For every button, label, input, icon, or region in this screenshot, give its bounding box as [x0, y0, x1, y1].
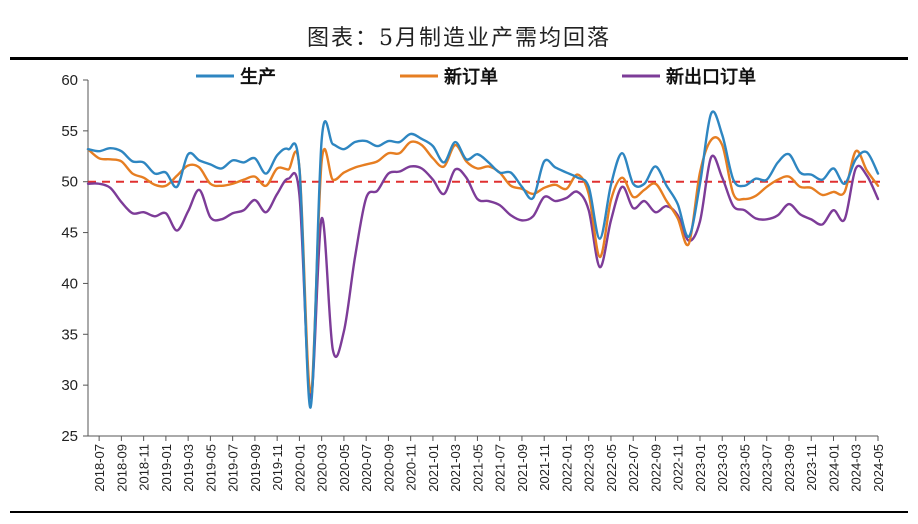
bottom-rule	[10, 511, 908, 513]
x-tick-label: 2022-03	[582, 444, 597, 492]
x-tick-label: 2023-11	[804, 444, 819, 491]
x-tick-label: 2021-05	[470, 444, 485, 492]
legend-label-2: 新出口订单	[666, 66, 756, 88]
y-tick-label: 25	[61, 428, 78, 445]
x-tick-label: 2023-05	[737, 444, 752, 492]
y-tick-label: 35	[61, 326, 78, 343]
x-tick-label: 2021-11	[537, 444, 552, 491]
y-tick-label: 60	[61, 72, 78, 89]
x-tick-label: 2020-11	[404, 444, 419, 491]
x-tick-label: 2021-03	[448, 444, 463, 492]
series-line-0	[86, 110, 880, 409]
x-tick-label: 2024-01	[826, 444, 841, 492]
x-tick-label: 2019-11	[270, 444, 285, 491]
x-tick-label: 2019-03	[181, 444, 196, 492]
x-tick-label: 2022-05	[604, 444, 619, 492]
x-tick-label: 2018-09	[114, 444, 129, 492]
series-line-1	[86, 136, 880, 394]
x-tick-label: 2023-01	[693, 444, 708, 492]
x-tick-label: 2019-01	[159, 444, 174, 492]
x-tick-label: 2021-07	[493, 444, 508, 492]
x-tick-label: 2024-03	[849, 444, 864, 492]
y-tick-label: 40	[61, 275, 78, 292]
x-tick-label: 2023-07	[760, 444, 775, 492]
top-rule	[10, 57, 908, 60]
x-tick-label: 2020-03	[315, 444, 330, 492]
x-tick-label: 2022-11	[671, 444, 686, 491]
x-tick-label: 2022-09	[648, 444, 663, 492]
y-tick-label: 50	[61, 174, 78, 191]
x-tick-label: 2019-09	[248, 444, 263, 492]
x-tick-label: 2018-07	[92, 444, 107, 492]
legend-label-1: 新订单	[444, 66, 498, 88]
y-tick-label: 30	[61, 377, 78, 394]
x-tick-label: 2021-09	[515, 444, 530, 492]
legend: 生产 新订单 新出口订单	[196, 66, 756, 88]
x-tick-label: 2018-11	[137, 444, 152, 491]
x-tick-label: 2019-05	[203, 444, 218, 492]
y-tick-label: 55	[61, 123, 78, 140]
chart-title: 图表：5月制造业产需均回落	[307, 26, 611, 51]
x-tick-label: 2020-05	[337, 444, 352, 492]
legend-label-0: 生产	[240, 66, 276, 88]
x-tick-label: 2022-01	[559, 444, 574, 492]
x-tick-label: 2023-09	[782, 444, 797, 492]
series-lines	[86, 110, 880, 409]
x-tick-label: 2020-01	[292, 444, 307, 492]
x-tick-label: 2019-07	[226, 444, 241, 492]
axes: 25 30 35 40 45 50 55 60 2018-07 2018-09 2018-11 201…	[61, 72, 886, 492]
x-tick-label: 2024-05	[871, 444, 886, 492]
x-tick-label: 2020-07	[359, 444, 374, 492]
x-tick-label: 2020-09	[381, 444, 396, 492]
series-line-2	[86, 154, 880, 400]
x-tick-label: 2022-07	[626, 444, 641, 492]
x-tick-label: 2021-01	[426, 444, 441, 492]
x-tick-label: 2023-03	[715, 444, 730, 492]
y-tick-label: 45	[61, 225, 78, 242]
